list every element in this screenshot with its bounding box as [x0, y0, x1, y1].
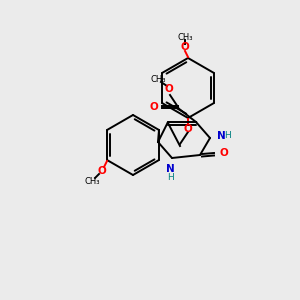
Text: N: N — [217, 131, 226, 141]
Text: H: H — [224, 131, 231, 140]
Text: CH₃: CH₃ — [150, 74, 166, 83]
Text: O: O — [149, 102, 158, 112]
Text: O: O — [184, 124, 192, 134]
Text: O: O — [181, 42, 189, 52]
Text: O: O — [98, 166, 106, 176]
Text: CH₃: CH₃ — [177, 32, 193, 41]
Text: O: O — [219, 148, 228, 158]
Text: O: O — [165, 84, 173, 94]
Text: H: H — [167, 173, 173, 182]
Text: CH₃: CH₃ — [84, 178, 100, 187]
Text: N: N — [166, 164, 174, 174]
